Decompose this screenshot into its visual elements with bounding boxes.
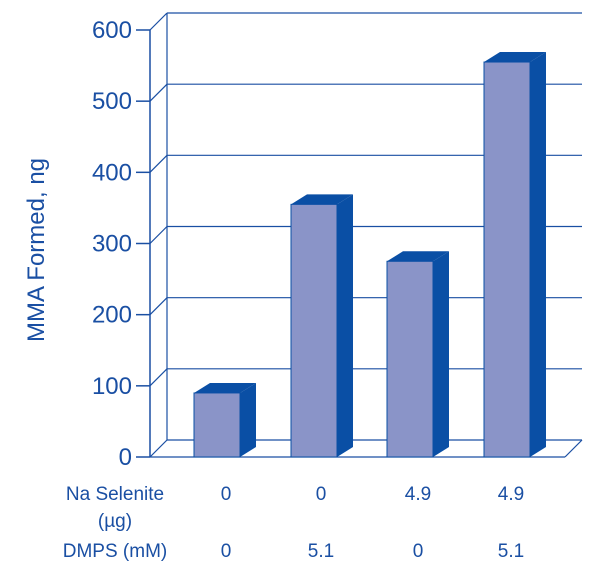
row-label-dmps: DMPS (mM) — [63, 541, 167, 562]
dmps-value: 0 — [413, 541, 424, 562]
bar — [386, 251, 449, 458]
wall-grid-diagonal — [149, 12, 168, 31]
row-label-selenite: Na Selenite — [66, 484, 164, 505]
selenite-value: 0 — [221, 484, 232, 505]
bar — [290, 194, 353, 458]
wall-grid-diagonal — [149, 297, 168, 316]
dmps-value: 5.1 — [498, 541, 524, 562]
wall-grid-diagonal — [149, 226, 168, 244]
bar-front — [193, 392, 241, 458]
selenite-value: 4.9 — [405, 484, 431, 505]
bars — [193, 52, 546, 458]
dmps-value: 0 — [221, 541, 232, 562]
bar-side — [530, 52, 546, 458]
y-tick-label: 400 — [92, 159, 132, 186]
bar — [193, 382, 256, 458]
bar-side — [433, 251, 449, 457]
bar-top — [194, 382, 256, 393]
y-tick-label: 0 — [119, 444, 132, 471]
wall-grid-diagonal — [149, 439, 168, 458]
bar-side — [240, 382, 256, 457]
category-table: Na Selenite (µg) DMPS (mM) 0 0 4.9 4.90 5.1 0… — [63, 484, 524, 562]
bar-front — [386, 260, 434, 458]
y-tick-label: 500 — [92, 88, 132, 115]
y-tick-label: 300 — [92, 231, 132, 258]
bar-top — [484, 52, 546, 63]
y-tick-label: 200 — [92, 302, 132, 329]
bar-side — [337, 194, 353, 457]
row-label-selenite-unit: (µg) — [98, 511, 132, 532]
wall-grid-diagonal — [149, 154, 168, 173]
y-tick-label: 600 — [92, 17, 132, 44]
y-tick-labels: 0 100 200 300 400 500 600 — [92, 17, 132, 471]
bar-top — [291, 194, 353, 205]
bar-front — [290, 203, 338, 458]
dmps-value: 5.1 — [308, 541, 334, 562]
selenite-value: 4.9 — [498, 484, 524, 505]
category-values: 0 0 4.9 4.9 0 5.1 0 5.1 — [221, 484, 525, 562]
wall-grid-diagonal — [149, 83, 168, 102]
bar-top — [387, 251, 449, 262]
wall-grid-diagonal — [149, 368, 168, 387]
floor-edge — [564, 439, 583, 458]
y-tick-label: 100 — [92, 373, 132, 400]
y-axis-title: MMA Formed, ng — [23, 158, 50, 342]
bar-front — [483, 61, 531, 458]
selenite-value: 0 — [316, 484, 327, 505]
bar — [483, 52, 546, 458]
